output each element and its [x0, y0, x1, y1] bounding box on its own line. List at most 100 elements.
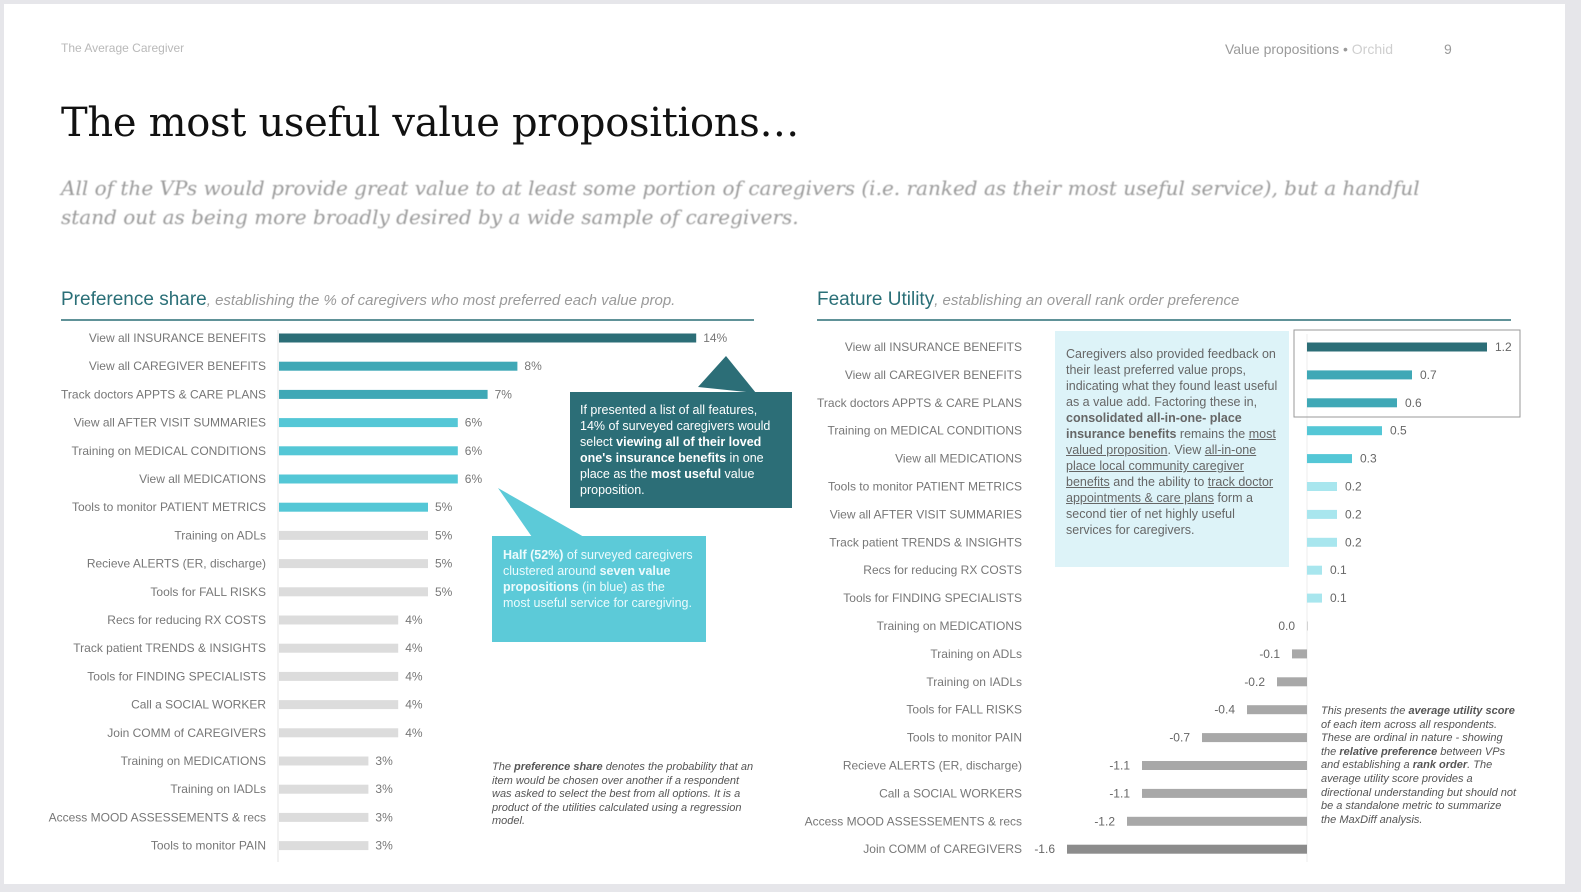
utility-bar: [1307, 398, 1397, 408]
pref-value-label: 5%: [435, 500, 453, 514]
pref-value-label: 5%: [435, 528, 453, 542]
feature-utility-footnote: This presents the average utility score …: [1321, 705, 1517, 827]
pref-category-label: Track patient TRENDS & INSIGHTS: [73, 641, 266, 655]
utility-value-label: 0.7: [1420, 368, 1437, 382]
utility-category-label: Track patient TRENDS & INSIGHTS: [829, 535, 1022, 549]
pref-value-label: 5%: [435, 557, 453, 571]
utility-value-label: 0.3: [1360, 452, 1377, 466]
utility-value-label: -0.4: [1214, 703, 1235, 717]
callout-light-text-2: (in blue) as the most useful service for…: [503, 580, 692, 610]
callout-dark-text-1: If presented a list of all features, 14%…: [580, 403, 771, 449]
utility-bar: [1307, 426, 1382, 436]
callout-right-text-5: form a second tier of net highly useful …: [1066, 491, 1253, 537]
utility-value-label: 0.1: [1330, 591, 1347, 605]
utility-category-label: Call a SOCIAL WORKERS: [879, 786, 1022, 800]
utility-bar: [1277, 677, 1307, 687]
callout-right-text-4: and the ability to: [1109, 475, 1208, 489]
link-track-doctor-appointments: track doctor appointments & care plans: [1066, 475, 1274, 505]
pref-bar: [279, 559, 428, 569]
callout-right-bold-1: consolidated all-in-one- place insurance…: [1066, 411, 1242, 441]
pref-value-label: 4%: [405, 726, 423, 740]
pref-category-label: Training on ADLs: [174, 528, 266, 542]
pref-bar: [279, 361, 518, 371]
pref-value-label: 3%: [375, 810, 393, 824]
pref-bar: [279, 333, 697, 343]
callout-dark-bold-1: viewing all of their loved one's insuran…: [580, 435, 762, 465]
pref-value-label: 3%: [375, 782, 393, 796]
utility-category-label: Recieve ALERTS (ER, discharge): [843, 759, 1022, 773]
utility-bar: [1307, 454, 1352, 464]
pref-category-label: View all INSURANCE BENEFITS: [89, 331, 266, 345]
utility-category-label: View all AFTER VISIT SUMMARIES: [830, 507, 1022, 521]
feature-utility-title: Feature Utility: [817, 289, 935, 310]
pref-bar: [279, 587, 428, 597]
callout-least-preferred: Caregivers also provided feedback on the…: [1055, 331, 1289, 567]
pref-bar: [279, 418, 458, 428]
pref-category-label: Training on IADLs: [170, 782, 266, 796]
utility-bar: [1307, 482, 1337, 491]
utility-value-label: -0.7: [1169, 731, 1190, 745]
callout-light-bold-2: seven value propositions: [503, 564, 671, 594]
pref-bar: [279, 812, 369, 822]
pref-bar: [279, 841, 369, 851]
utility-bar: [1202, 733, 1307, 743]
utility-value-label: 1.2: [1495, 340, 1512, 354]
pref-value-label: 4%: [405, 698, 423, 712]
pref-value-label: 6%: [465, 416, 483, 430]
pref-value-label: 3%: [375, 839, 393, 853]
pref-bar: [279, 700, 399, 710]
utility-value-label: 0.2: [1345, 535, 1362, 549]
pref-value-label: 7%: [495, 387, 513, 401]
callout-dark-text-3: value proposition.: [580, 467, 755, 497]
top-three-highlight-box: [1293, 329, 1521, 418]
utility-value-label: 0.2: [1345, 480, 1362, 494]
pref-value-label: 14%: [703, 331, 727, 345]
utility-category-label: Tools to monitor PATIENT METRICS: [828, 480, 1022, 494]
note-right-text-1: This presents the: [1321, 705, 1409, 717]
note-right-bold-2: relative preference: [1339, 745, 1438, 758]
pref-category-label: Recieve ALERTS (ER, discharge): [87, 557, 266, 571]
page-number: 9: [1444, 41, 1452, 57]
callout-dark-pointer: [698, 356, 756, 393]
pref-category-label: Recs for reducing RX COSTS: [107, 613, 266, 627]
pref-category-label: Track doctors APPTS & CARE PLANS: [61, 387, 266, 401]
utility-category-label: View all INSURANCE BENEFITS: [845, 340, 1022, 354]
preference-share-heading: Preference share, establishing the % of …: [61, 289, 675, 311]
note-right-text-4: . The average utility score provides a d…: [1321, 759, 1517, 826]
utility-bar: [1067, 844, 1307, 854]
pref-bar: [279, 643, 399, 653]
utility-category-label: Track doctors APPTS & CARE PLANS: [817, 396, 1022, 410]
utility-bar: [1142, 761, 1307, 770]
pref-value-label: 6%: [465, 472, 483, 486]
link-most-valued-proposition: most valued proposition: [1066, 427, 1276, 457]
pref-category-label: Tools to monitor PATIENT METRICS: [72, 500, 266, 514]
pref-bar: [279, 446, 458, 456]
utility-value-label: -1.1: [1109, 759, 1130, 773]
utility-bar: [1307, 537, 1337, 547]
note-right-bold-1: average utility score: [1408, 705, 1515, 717]
utility-category-label: Recs for reducing RX COSTS: [863, 563, 1022, 577]
utility-category-label: Join COMM of CAREGIVERS: [863, 842, 1022, 856]
note-right-bold-3: rank order: [1412, 759, 1468, 772]
preference-share-subtitle: , establishing the % of caregivers who m…: [206, 292, 676, 309]
preference-share-chart: View all INSURANCE BENEFITS 14% View all C…: [49, 331, 728, 853]
feature-utility-heading: Feature Utility, establishing an overall…: [817, 289, 1239, 311]
utility-value-label: 0.2: [1345, 507, 1362, 521]
utility-category-label: Training on ADLs: [930, 647, 1022, 661]
utility-category-label: Training on MEDICATIONS: [877, 619, 1022, 633]
utility-value-label: -0.1: [1259, 647, 1280, 661]
preference-share-footnote: The preference share denotes the probabi…: [492, 761, 754, 829]
utility-value-label: -1.1: [1109, 786, 1130, 800]
pref-bar: [279, 474, 458, 484]
pref-bar: [279, 728, 399, 738]
callout-light-pointer: [498, 488, 584, 537]
note-right-text-3: between VPs and establishing a: [1321, 745, 1506, 772]
preference-share-title: Preference share: [61, 289, 207, 310]
utility-bar: [1307, 370, 1412, 380]
header-deck-title: The Average Caregiver: [61, 41, 185, 55]
utility-bar: [1292, 649, 1307, 659]
slide: The Average Caregiver Value propositions…: [4, 4, 1565, 884]
pref-bar: [279, 756, 369, 766]
callout-dark-bold-2: most useful: [650, 467, 722, 481]
header-section-label: Value propositions •: [1224, 41, 1348, 57]
